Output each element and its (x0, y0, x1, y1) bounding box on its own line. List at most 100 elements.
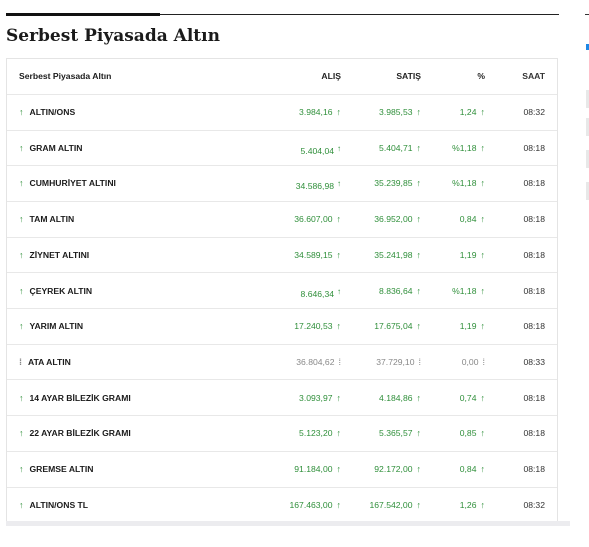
up-arrow-icon: ↑ (480, 142, 486, 153)
up-arrow-icon: ↑ (480, 392, 486, 403)
up-arrow-icon: ↑ (480, 285, 486, 296)
row-buy: 34.586,98 ↑ (296, 166, 341, 204)
section-rule (160, 14, 559, 15)
row-percent-value: 0,85 (459, 428, 477, 439)
row-buy-value: 34.586,98 (295, 181, 334, 192)
up-arrow-icon: ↑ (416, 107, 422, 117)
row-percent-value: 0,84 (459, 214, 477, 225)
row-buy: 36.607,00 ↑ (294, 202, 341, 237)
table-row[interactable]: ↑ ÇEYREK ALTIN 8.646,34 ↑ 8.836,64 ↑ %1,18 ↑ 08:… (7, 274, 557, 309)
row-time: 08:32 (523, 107, 545, 117)
row-name-label: ATA ALTIN (28, 356, 71, 367)
table-row[interactable]: ↑ YARIM ALTIN 17.240,53 ↑ 17.675,04 ↑ 1,19 ↑ 08:… (7, 309, 557, 345)
up-arrow-icon: ↑ (336, 214, 342, 225)
row-sell: 4.184,86 ↑ (379, 381, 421, 416)
up-arrow-icon: ↑ (337, 179, 341, 189)
up-arrow-icon: ↑ (336, 499, 342, 510)
row-sell-value: 8.836,64 (379, 285, 413, 296)
row-percent: 0,84 ↑ (460, 452, 485, 487)
row-name-label: ALTIN/ONS (29, 107, 76, 117)
row-sell: 37.729,10 ⁞ (376, 345, 421, 380)
up-arrow-icon: ↑ (19, 178, 24, 189)
up-arrow-icon: ↑ (480, 178, 486, 189)
row-name: ↑ GREMSE ALTIN (19, 452, 93, 487)
header-buy: ALIŞ (321, 71, 341, 81)
adjacent-panel-edge (570, 0, 589, 547)
row-buy-value: 3.093,97 (299, 392, 333, 403)
row-sell-value: 35.241,98 (374, 249, 413, 260)
row-percent: %1,18 ↑ (452, 274, 485, 309)
row-name: ↑ ALTIN/ONS TL (19, 488, 88, 523)
neutral-dots-icon: ⁞ (19, 356, 22, 367)
row-name-label: GRAM ALTIN (29, 142, 83, 153)
header-time: SAAT (522, 71, 545, 81)
row-percent: 1,24 ↑ (460, 95, 485, 130)
row-time: 08:18 (523, 142, 545, 153)
row-buy-value: 34.589,15 (294, 249, 333, 260)
table-row[interactable]: ↑ 22 AYAR BİLEZİK GRAMI 5.123,20 ↑ 5.365,57 ↑… (7, 416, 557, 452)
row-percent: %1,18 ↑ (452, 166, 485, 201)
row-buy-value: 3.984,16 (299, 107, 333, 117)
row-buy-value: 36.804,62 (296, 356, 335, 367)
table-row[interactable]: ↑ TAM ALTIN 36.607,00 ↑ 36.952,00 ↑ 0,84 ↑ 08:18 (7, 202, 557, 238)
up-arrow-icon: ↑ (480, 464, 486, 474)
row-buy-value: 5.404,04 (300, 145, 334, 156)
row-sell: 5.365,57 ↑ (379, 416, 421, 451)
table-row[interactable]: ↑ ALTIN/ONS TL 167.463,00 ↑ 167.542,00 ↑ 1,26 ↑… (7, 488, 557, 524)
row-time: 08:18 (523, 392, 545, 403)
row-time: 08:18 (523, 428, 545, 439)
adjacent-panel-item (586, 118, 589, 136)
up-arrow-icon: ↑ (416, 285, 422, 296)
row-buy: 91.184,00 ↑ (294, 452, 341, 487)
row-time: 08:18 (523, 214, 545, 225)
row-name: ↑ 14 AYAR BİLEZİK GRAMI (19, 381, 131, 416)
row-name: ↑ ZİYNET ALTINI (19, 238, 89, 273)
table-row[interactable]: ↑ ALTIN/ONS 3.984,16 ↑ 3.985,53 ↑ 1,24 ↑ 08:32 (7, 95, 557, 131)
row-percent-value: 1,24 (459, 107, 477, 117)
neutral-dots-icon: ⁞ (482, 356, 485, 367)
row-name: ↑ CUMHURİYET ALTINI (19, 166, 116, 201)
table-row[interactable]: ⁞ ATA ALTIN 36.804,62 ⁞ 37.729,10 ⁞ 0,00 ⁞ 08:33 (7, 345, 557, 381)
adjacent-panel-item (586, 90, 589, 108)
up-arrow-icon: ↑ (337, 286, 341, 296)
row-percent-value: %1,18 (452, 178, 477, 189)
table-row[interactable]: ↑ GREMSE ALTIN 91.184,00 ↑ 92.172,00 ↑ 0,84 ↑ 08… (7, 452, 557, 488)
neutral-dots-icon: ⁞ (338, 356, 341, 367)
row-name: ↑ 22 AYAR BİLEZİK GRAMI (19, 416, 131, 451)
up-arrow-icon: ↑ (480, 499, 486, 510)
up-arrow-icon: ↑ (19, 464, 24, 474)
row-time: 08:18 (523, 285, 545, 296)
row-sell-value: 4.184,86 (379, 392, 413, 403)
up-arrow-icon: ↑ (19, 285, 24, 296)
row-name-label: TAM ALTIN (29, 214, 75, 225)
row-sell: 36.952,00 ↑ (374, 202, 421, 237)
adjacent-panel-item (586, 182, 589, 200)
up-arrow-icon: ↑ (336, 428, 342, 439)
up-arrow-icon: ↑ (336, 392, 342, 403)
table-row[interactable]: ↑ ZİYNET ALTINI 34.589,15 ↑ 35.241,98 ↑ 1,19 ↑ 0… (7, 238, 557, 274)
up-arrow-icon: ↑ (19, 142, 24, 153)
up-arrow-icon: ↑ (480, 214, 486, 225)
neutral-dots-icon: ⁞ (418, 356, 421, 367)
gold-price-table: Serbest Piyasada Altın ALIŞ SATIŞ % SAAT… (6, 58, 558, 524)
row-percent: 0,84 ↑ (460, 202, 485, 237)
row-percent-value: 1,26 (459, 499, 477, 510)
row-percent: 1,19 ↑ (460, 309, 485, 344)
up-arrow-icon: ↑ (416, 392, 422, 403)
table-footer-shadow (6, 521, 570, 526)
row-sell: 5.404,71 ↑ (379, 131, 421, 166)
row-sell: 17.675,04 ↑ (374, 309, 421, 344)
table-row[interactable]: ↑ CUMHURİYET ALTINI 34.586,98 ↑ 35.239,85 ↑ %1… (7, 166, 557, 202)
row-name-label: YARIM ALTIN (29, 321, 84, 332)
row-percent: 0,74 ↑ (460, 381, 485, 416)
up-arrow-icon: ↑ (19, 214, 24, 225)
row-time: 08:32 (523, 499, 545, 510)
row-percent-value: %1,18 (452, 142, 477, 153)
row-time: 08:33 (523, 356, 545, 367)
up-arrow-icon: ↑ (336, 107, 342, 117)
row-sell-value: 92.172,00 (374, 464, 413, 474)
table-row[interactable]: ↑ GRAM ALTIN 5.404,04 ↑ 5.404,71 ↑ %1,18 ↑ 08:18 (7, 131, 557, 167)
table-row[interactable]: ↑ 14 AYAR BİLEZİK GRAMI 3.093,97 ↑ 4.184,86 ↑… (7, 381, 557, 417)
row-buy-value: 8.646,34 (300, 288, 334, 299)
row-percent: 1,19 ↑ (460, 238, 485, 273)
